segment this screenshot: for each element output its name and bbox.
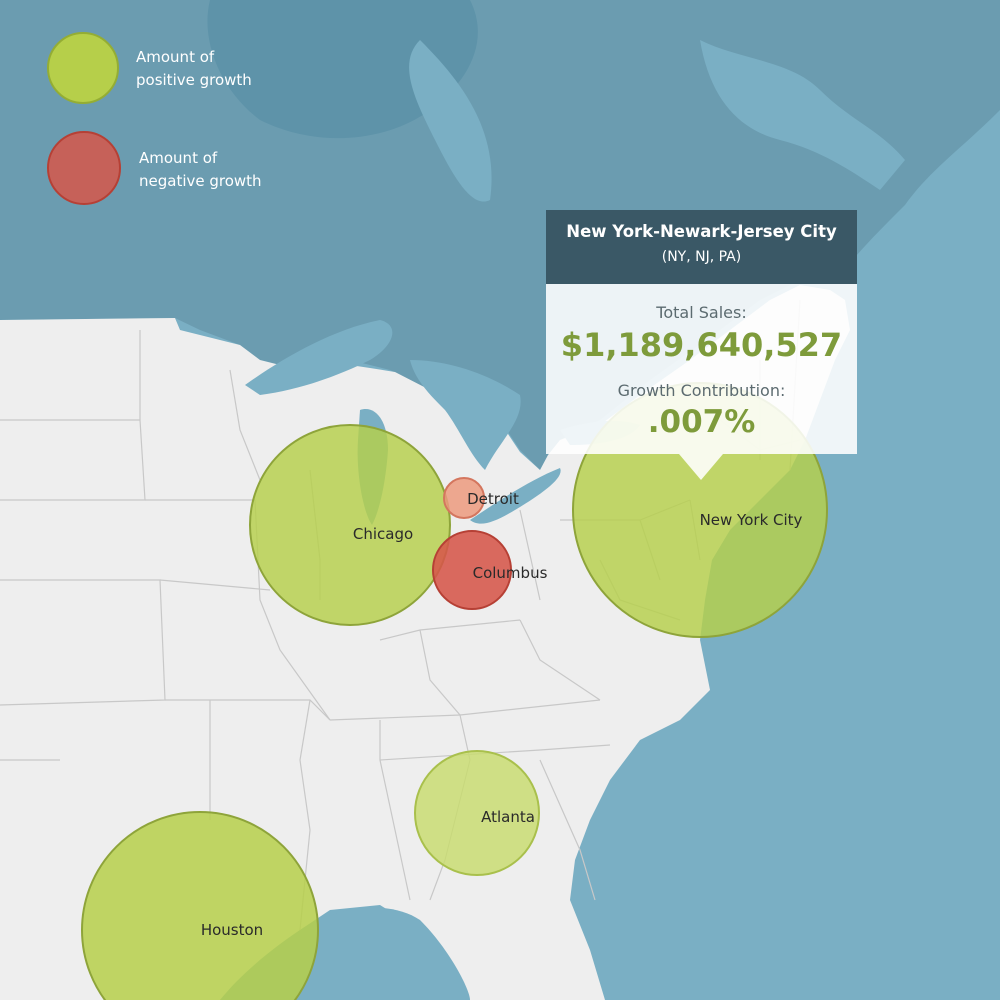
bubble-detroit[interactable] [443,477,485,519]
city-tooltip: New York-Newark-Jersey City (NY, NJ, PA)… [546,210,857,480]
city-label-new-york-city[interactable]: New York City [699,511,803,529]
tooltip-body: Total Sales: $1,189,640,527 Growth Contr… [546,284,857,454]
legend-positive-label: Amount of positive growth [136,46,252,92]
bubble-atlanta[interactable] [414,750,540,876]
tooltip-header: New York-Newark-Jersey City (NY, NJ, PA) [546,210,857,284]
lake-huron [410,360,521,470]
legend-negative-line2: negative growth [139,172,262,190]
city-label-chicago[interactable]: Chicago [352,525,414,543]
tooltip-title: New York-Newark-Jersey City [566,222,837,241]
northern-bay [207,0,478,139]
legend-negative-line1: Amount of [139,149,218,167]
tooltip-pointer [679,454,723,480]
growth-contribution-label: Growth Contribution: [617,381,786,400]
total-sales-label: Total Sales: [656,303,747,322]
lake-erie [470,468,561,524]
legend-negative-label: Amount of negative growth [139,147,262,193]
legend-positive-circle [47,32,119,104]
legend-positive-line1: Amount of [136,48,215,66]
tooltip-subtitle: (NY, NJ, PA) [661,249,742,265]
legend-positive-line2: positive growth [136,71,252,89]
city-label-houston[interactable]: Houston [200,921,264,939]
bubble-columbus[interactable] [432,530,512,610]
bubble-houston[interactable] [81,811,319,1000]
legend-negative-circle [47,131,121,205]
bubble-chicago[interactable] [249,424,451,626]
city-label-atlanta[interactable]: Atlanta [481,808,535,826]
city-label-detroit[interactable]: Detroit [467,490,519,508]
growth-contribution-value: .007% [647,404,756,440]
city-label-columbus[interactable]: Columbus [472,564,548,582]
lake-superior [245,320,393,395]
total-sales-value: $1,189,640,527 [560,326,843,364]
gulf-st-lawrence [700,40,905,190]
northern-lake [409,40,492,202]
